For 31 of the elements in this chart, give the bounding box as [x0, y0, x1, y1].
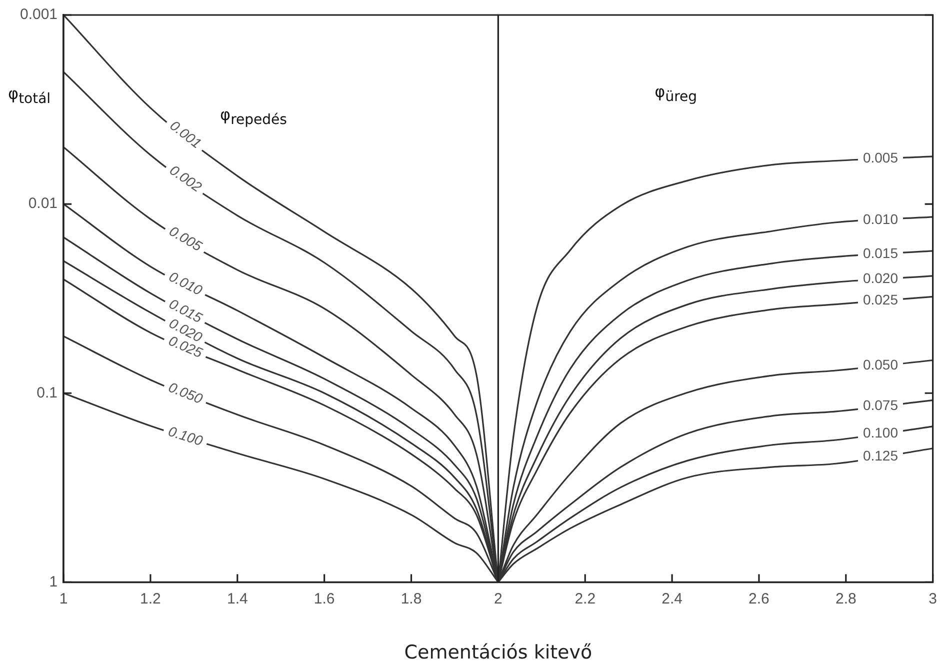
x-tick-label: 2.4 [662, 590, 682, 608]
x-tick-label: 1.2 [140, 590, 161, 608]
x-tick-label: 2.8 [835, 590, 856, 608]
x-tick-label: 1.4 [226, 590, 248, 608]
y-tick-label: 0.01 [28, 195, 58, 212]
text: 0.010 [166, 268, 206, 298]
annotation: φ$_{repedés}$ [220, 104, 287, 128]
y-tick-label: 1 [49, 573, 58, 590]
text: 0.005 [166, 222, 206, 254]
series-label: 0.025 [862, 292, 898, 308]
x-tick-label: 2 [494, 590, 502, 608]
series-label: 0.075 [862, 397, 898, 414]
series-label: 0.005 [862, 150, 898, 166]
series-label: 0.125 [862, 447, 898, 464]
series-label: 0.050 [862, 356, 898, 373]
annotation: φ$_{üreg}$ [654, 82, 698, 106]
x-axis-title: Cementációs kitevő [404, 642, 592, 664]
x-tick-label: 3 [928, 590, 937, 608]
x-tick-label: 1.6 [314, 590, 335, 608]
y-tick-label: 0.001 [20, 6, 58, 24]
y-tick-label: 0.1 [36, 384, 58, 402]
x-tick-label: 2.6 [748, 590, 770, 608]
text: 0.100 [166, 422, 205, 449]
text: 0.050 [166, 378, 206, 407]
series-label: 0.010 [862, 210, 898, 227]
series-label: 0.100 [862, 424, 898, 441]
x-tick-label: 1.8 [400, 590, 422, 608]
y-axis-title: φ$_{totál}$ [8, 84, 51, 108]
series-label: 0.015 [862, 244, 898, 261]
series-label: 0.020 [862, 270, 898, 286]
x-tick-label: 2.2 [574, 590, 596, 608]
